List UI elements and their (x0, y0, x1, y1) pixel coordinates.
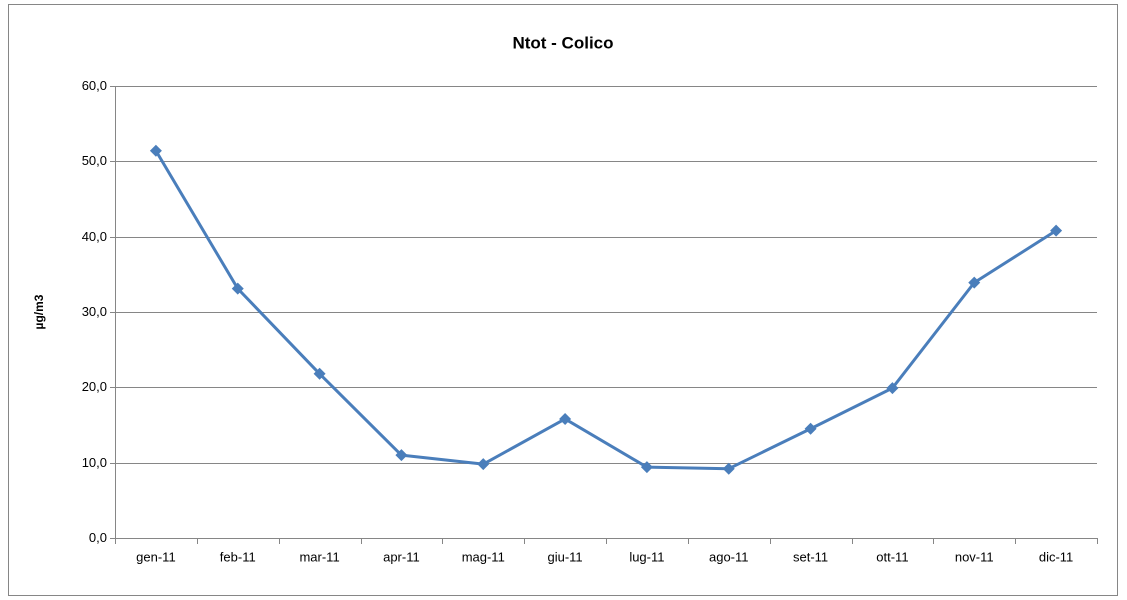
data-point (231, 282, 244, 295)
data-point (886, 382, 899, 395)
x-tick-label: set-11 (793, 549, 828, 564)
x-tick-label: feb-11 (220, 549, 256, 564)
x-tick-label: dic-11 (1039, 549, 1073, 564)
y-tick-label: 20,0 (82, 379, 107, 394)
x-tick-label: ott-11 (876, 549, 908, 564)
chart-border (8, 4, 1118, 596)
y-tick-label: 30,0 (82, 304, 107, 319)
y-tick-label: 60,0 (82, 78, 107, 93)
data-point (559, 412, 572, 425)
y-tick-label: 10,0 (82, 455, 107, 470)
y-tick-label: 50,0 (82, 153, 107, 168)
data-point (722, 462, 735, 475)
y-tick-label: 40,0 (82, 229, 107, 244)
x-tick-label: giu-11 (547, 549, 582, 564)
x-tick-label: nov-11 (955, 549, 994, 564)
x-tick-label: apr-11 (383, 549, 420, 564)
data-point (395, 449, 408, 462)
y-axis-label: µg/m3 (32, 294, 46, 329)
data-point (149, 144, 162, 157)
data-line (154, 150, 1057, 471)
data-point (804, 422, 817, 435)
x-tick-label: mag-11 (462, 549, 505, 564)
data-point (1050, 224, 1063, 237)
x-tick-label: lug-11 (629, 549, 664, 564)
x-tick-label: ago-11 (709, 549, 749, 564)
y-tick-label: 0,0 (89, 530, 107, 545)
x-tick-label: mar-11 (299, 549, 339, 564)
data-point (313, 367, 326, 380)
x-tick-label: gen-11 (136, 549, 176, 564)
data-point (477, 458, 490, 471)
data-point (640, 461, 653, 474)
chart-title: Ntot - Colico (512, 33, 613, 52)
data-point (968, 276, 981, 289)
